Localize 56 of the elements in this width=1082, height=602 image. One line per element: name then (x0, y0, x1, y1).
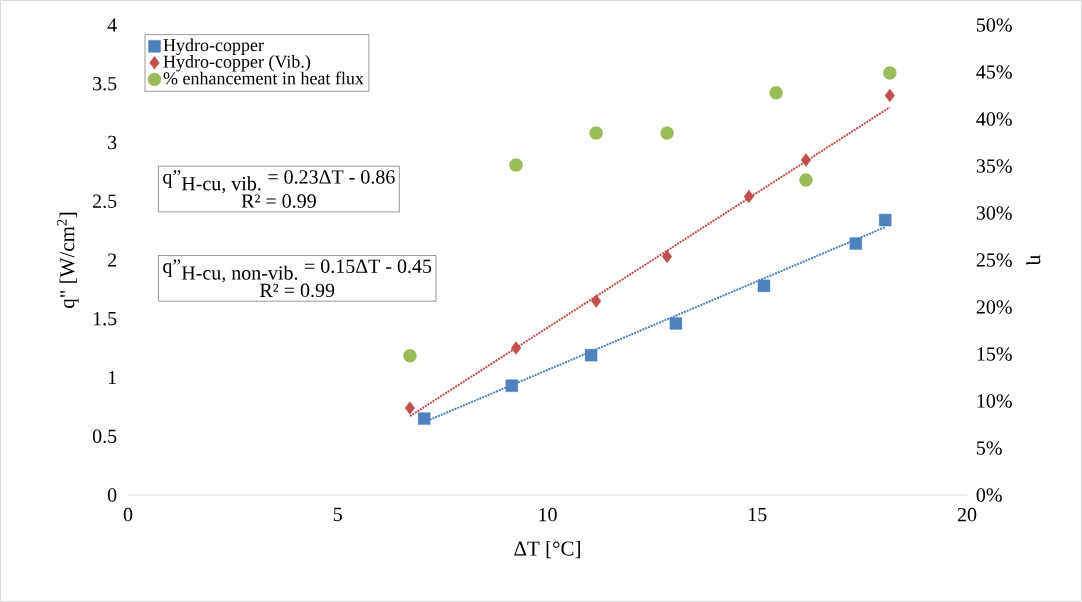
point (769, 85, 783, 100)
point (589, 126, 603, 140)
y-tick-label: 0 (107, 488, 117, 502)
y2-tick-label: 15% (977, 347, 1012, 361)
y2-axis-title: η (1026, 254, 1041, 265)
point (849, 237, 863, 250)
y-tick-label: 1 (108, 370, 116, 385)
x-axis-title: ΔT [°C] (514, 540, 580, 559)
y2-tick-label: 20% (976, 300, 1012, 314)
legend-label: Hydro-copper (Vib.) (163, 55, 311, 72)
y2-tick-label: 30% (976, 206, 1012, 220)
point (403, 349, 417, 363)
y-tick-label: 2.5 (93, 194, 117, 208)
point (510, 341, 522, 355)
x-tick-label: 5 (333, 507, 342, 522)
y2-tick-label: 45% (976, 65, 1012, 79)
y2-tick-label: 40% (976, 112, 1012, 126)
y-axis-title: q" [W/cm$^{2}$] (56, 212, 79, 308)
point (591, 294, 602, 308)
y-tick-label: 3 (108, 135, 117, 150)
y2-tick-label: 35% (976, 159, 1012, 173)
y2-tick-label: 0% (976, 488, 1002, 502)
x-tick-label: 0 (123, 507, 133, 522)
point (505, 379, 519, 392)
annotation: R² = 0.99 (241, 194, 316, 208)
point (757, 279, 771, 293)
point (669, 317, 683, 330)
point (883, 66, 897, 80)
y2-tick-label: 50% (977, 18, 1012, 32)
point (417, 412, 431, 425)
point (884, 88, 895, 103)
point (404, 401, 415, 415)
y2-tick-label: 10% (977, 394, 1012, 408)
point (799, 173, 813, 187)
y2-tick-label: 5% (977, 441, 1002, 455)
point (661, 249, 673, 264)
x-tick-label: 20 (957, 507, 977, 522)
y2-tick-label: 25% (976, 253, 1012, 267)
annotation: $\textrm{q"}_{\textrm{H-cu, vib.}}\textrm{ = 0.23ΔT - 0.86}$ (163, 170, 395, 194)
point (879, 213, 892, 227)
point (743, 189, 754, 204)
point (509, 158, 523, 172)
point (800, 153, 811, 167)
x-tick-label: 15 (749, 507, 767, 522)
legend-label: Hydro-copper (163, 38, 264, 55)
x-tick-label: 10 (539, 507, 557, 522)
annotation: $\textrm{q"}_{\textrm{H-cu, non-vib.}}\textrm{ = 0.15ΔT - 0.45}$ (163, 259, 432, 283)
annotation: R² = 0.99 (259, 283, 335, 298)
point (584, 348, 598, 362)
y-tick-label: 4 (107, 18, 117, 32)
legend-label: % enhancement in heat flux (163, 71, 364, 85)
y-tick-label: 1.5 (93, 311, 117, 326)
y-tick-label: 2 (108, 253, 117, 267)
y-tick-label: 0.5 (92, 429, 117, 444)
y-tick-label: 3.5 (93, 76, 117, 91)
point (660, 126, 674, 140)
